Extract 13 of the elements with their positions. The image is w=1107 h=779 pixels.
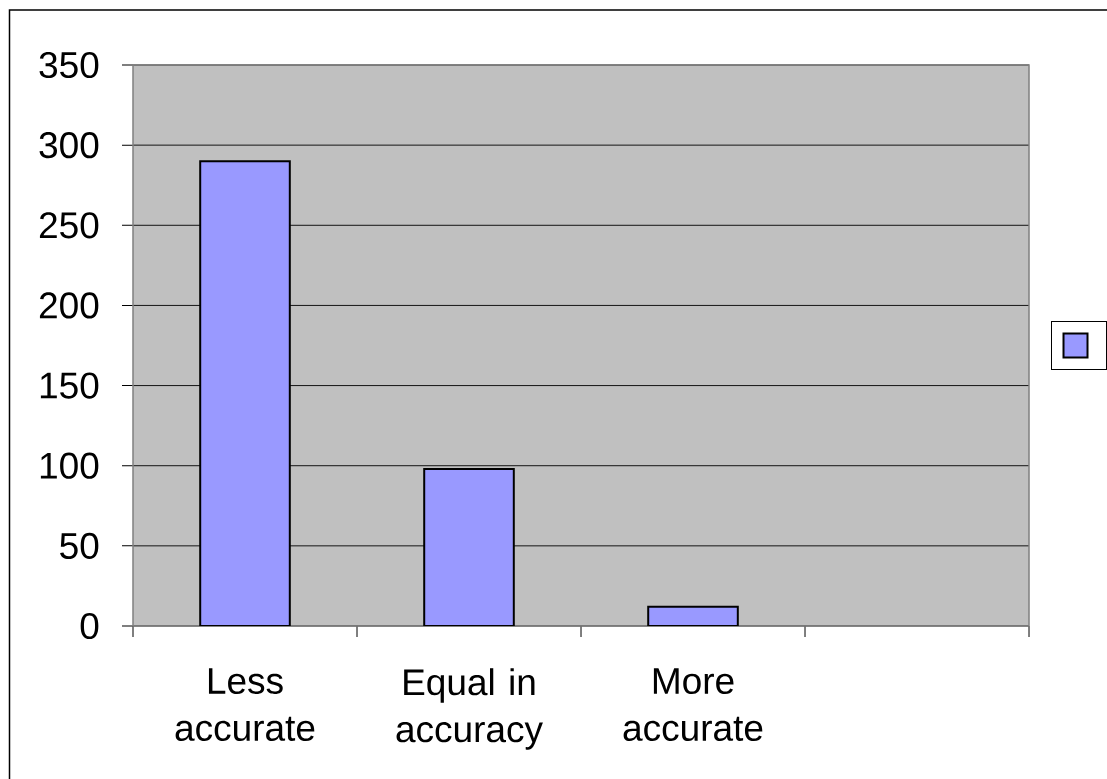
bar <box>423 467 515 626</box>
y-tick-label: 350 <box>39 51 99 79</box>
y-tick-label: 50 <box>60 532 99 559</box>
y-tick-label: 150 <box>40 372 99 399</box>
bar <box>199 160 291 626</box>
x-tick-label: More accurate <box>623 668 763 742</box>
y-tick-label: 100 <box>40 452 99 479</box>
x-tick-label: Less accurate <box>175 668 315 742</box>
y-tick-label: 250 <box>39 212 99 239</box>
y-tick-label: 300 <box>39 132 99 159</box>
y-tick-label: 0 <box>80 612 99 640</box>
x-tick-label: Equal in accuracy <box>396 668 543 750</box>
y-tick-label: 200 <box>39 292 99 319</box>
